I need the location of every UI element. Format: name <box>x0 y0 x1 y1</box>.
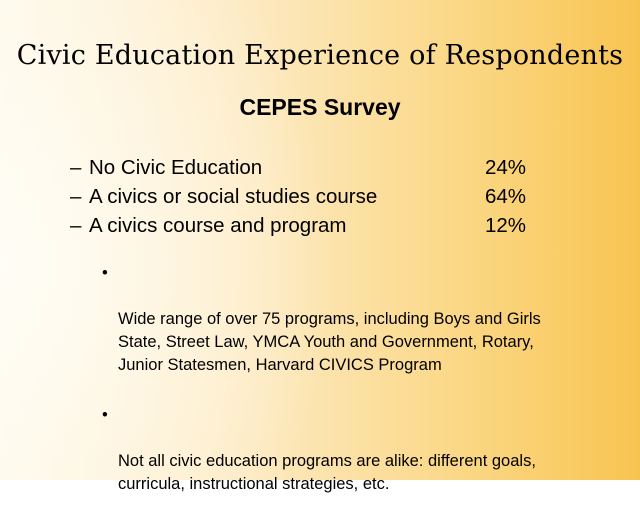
survey-results-list: – No Civic Education 24% – A civics or s… <box>70 153 550 240</box>
bullet-text: Wide range of over 75 programs, includin… <box>118 310 541 374</box>
item-label: No Civic Education <box>89 156 263 179</box>
dash-icon: – <box>70 214 82 237</box>
dash-icon: – <box>70 185 82 208</box>
list-item: – A civics course and program 12% <box>70 211 550 240</box>
item-value: 12% <box>485 214 527 237</box>
slide-subtitle: CEPES Survey <box>239 94 401 120</box>
item-value: 64% <box>485 185 527 208</box>
bullet-text: Not all civic education programs are ali… <box>118 452 536 493</box>
item-label: A civics or social studies course <box>89 185 378 208</box>
item-value: 24% <box>485 156 527 179</box>
item-label: A civics course and program <box>89 214 347 237</box>
list-item: – No Civic Education 24% <box>70 153 550 182</box>
list-item: – A civics or social studies course 64% <box>70 182 550 211</box>
bullet-item: • Not all civic education programs are a… <box>102 404 602 496</box>
bullet-icon: • <box>102 264 108 282</box>
slide-title: Civic Education Experience of Respondent… <box>16 40 624 71</box>
bullet-icon: • <box>102 406 108 424</box>
dash-icon: – <box>70 156 82 179</box>
bullet-list: • Wide range of over 75 programs, includ… <box>102 262 602 523</box>
slide: Civic Education Experience of Respondent… <box>0 0 640 493</box>
bullet-item: • Wide range of over 75 programs, includ… <box>102 262 602 377</box>
